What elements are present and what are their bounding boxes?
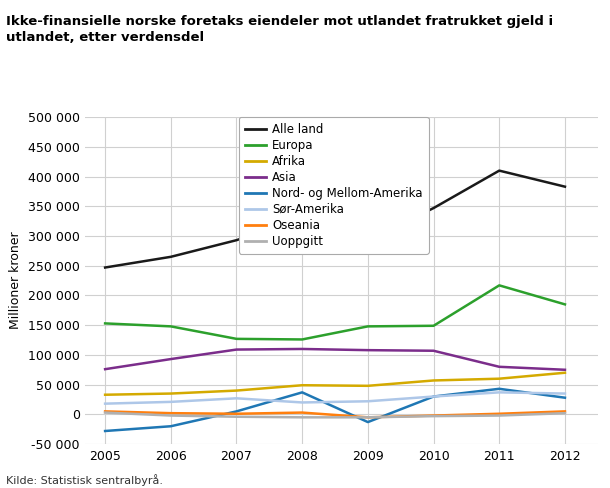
Nord- og Mellom-Amerika <box>167 423 174 429</box>
Asia <box>495 364 503 370</box>
Oseania <box>495 411 503 417</box>
Uoppgitt <box>430 413 437 419</box>
Uoppgitt <box>364 414 371 420</box>
Alle land <box>101 264 109 270</box>
Nord- og Mellom-Amerika <box>495 386 503 392</box>
Nord- og Mellom-Amerika <box>561 395 569 401</box>
Afrika <box>101 392 109 398</box>
Line: Asia: Asia <box>105 349 565 370</box>
Oseania <box>561 408 569 414</box>
Uoppgitt <box>495 413 503 419</box>
Europa <box>364 324 371 329</box>
Afrika <box>298 382 306 388</box>
Afrika <box>495 376 503 382</box>
Text: Kilde: Statistisk sentralbyrå.: Kilde: Statistisk sentralbyrå. <box>6 474 163 486</box>
Europa <box>298 337 306 343</box>
Alle land <box>298 215 306 221</box>
Sør-Amerika <box>561 390 569 396</box>
Europa <box>561 302 569 307</box>
Legend: Alle land, Europa, Afrika, Asia, Nord- og Mellom-Amerika, Sør-Amerika, Oseania, : Alle land, Europa, Afrika, Asia, Nord- o… <box>239 117 429 254</box>
Oseania <box>298 409 306 415</box>
Afrika <box>364 383 371 389</box>
Asia <box>167 356 174 362</box>
Line: Europa: Europa <box>105 285 565 340</box>
Nord- og Mellom-Amerika <box>430 394 437 400</box>
Oseania <box>233 411 240 417</box>
Line: Sør-Amerika: Sør-Amerika <box>105 392 565 404</box>
Line: Afrika: Afrika <box>105 373 565 395</box>
Line: Alle land: Alle land <box>105 171 565 267</box>
Asia <box>233 346 240 352</box>
Asia <box>430 348 437 354</box>
Oseania <box>364 414 371 420</box>
Alle land <box>233 237 240 243</box>
Nord- og Mellom-Amerika <box>364 419 371 425</box>
Oseania <box>430 413 437 419</box>
Oseania <box>101 408 109 414</box>
Line: Nord- og Mellom-Amerika: Nord- og Mellom-Amerika <box>105 389 565 431</box>
Europa <box>167 324 174 329</box>
Alle land <box>167 254 174 260</box>
Uoppgitt <box>101 409 109 415</box>
Uoppgitt <box>561 410 569 416</box>
Asia <box>561 367 569 373</box>
Sør-Amerika <box>167 399 174 405</box>
Alle land <box>364 237 371 243</box>
Sør-Amerika <box>233 395 240 401</box>
Alle land <box>430 205 437 211</box>
Alle land <box>561 184 569 190</box>
Europa <box>101 321 109 326</box>
Europa <box>233 336 240 342</box>
Sør-Amerika <box>364 398 371 404</box>
Uoppgitt <box>167 413 174 419</box>
Uoppgitt <box>233 414 240 420</box>
Nord- og Mellom-Amerika <box>101 428 109 434</box>
Sør-Amerika <box>101 401 109 407</box>
Y-axis label: Millioner kroner: Millioner kroner <box>9 232 23 329</box>
Line: Uoppgitt: Uoppgitt <box>105 412 565 417</box>
Alle land <box>495 168 503 174</box>
Asia <box>101 366 109 372</box>
Line: Oseania: Oseania <box>105 411 565 417</box>
Sør-Amerika <box>430 394 437 400</box>
Nord- og Mellom-Amerika <box>298 389 306 395</box>
Text: Ikke-finansielle norske foretaks eiendeler mot utlandet fratrukket gjeld i
utlan: Ikke-finansielle norske foretaks eiendel… <box>6 15 553 43</box>
Afrika <box>167 390 174 396</box>
Afrika <box>233 387 240 393</box>
Afrika <box>561 370 569 376</box>
Sør-Amerika <box>495 389 503 395</box>
Europa <box>495 283 503 288</box>
Uoppgitt <box>298 414 306 420</box>
Afrika <box>430 378 437 384</box>
Nord- og Mellom-Amerika <box>233 408 240 414</box>
Oseania <box>167 410 174 416</box>
Asia <box>364 347 371 353</box>
Sør-Amerika <box>298 400 306 406</box>
Asia <box>298 346 306 352</box>
Europa <box>430 323 437 329</box>
